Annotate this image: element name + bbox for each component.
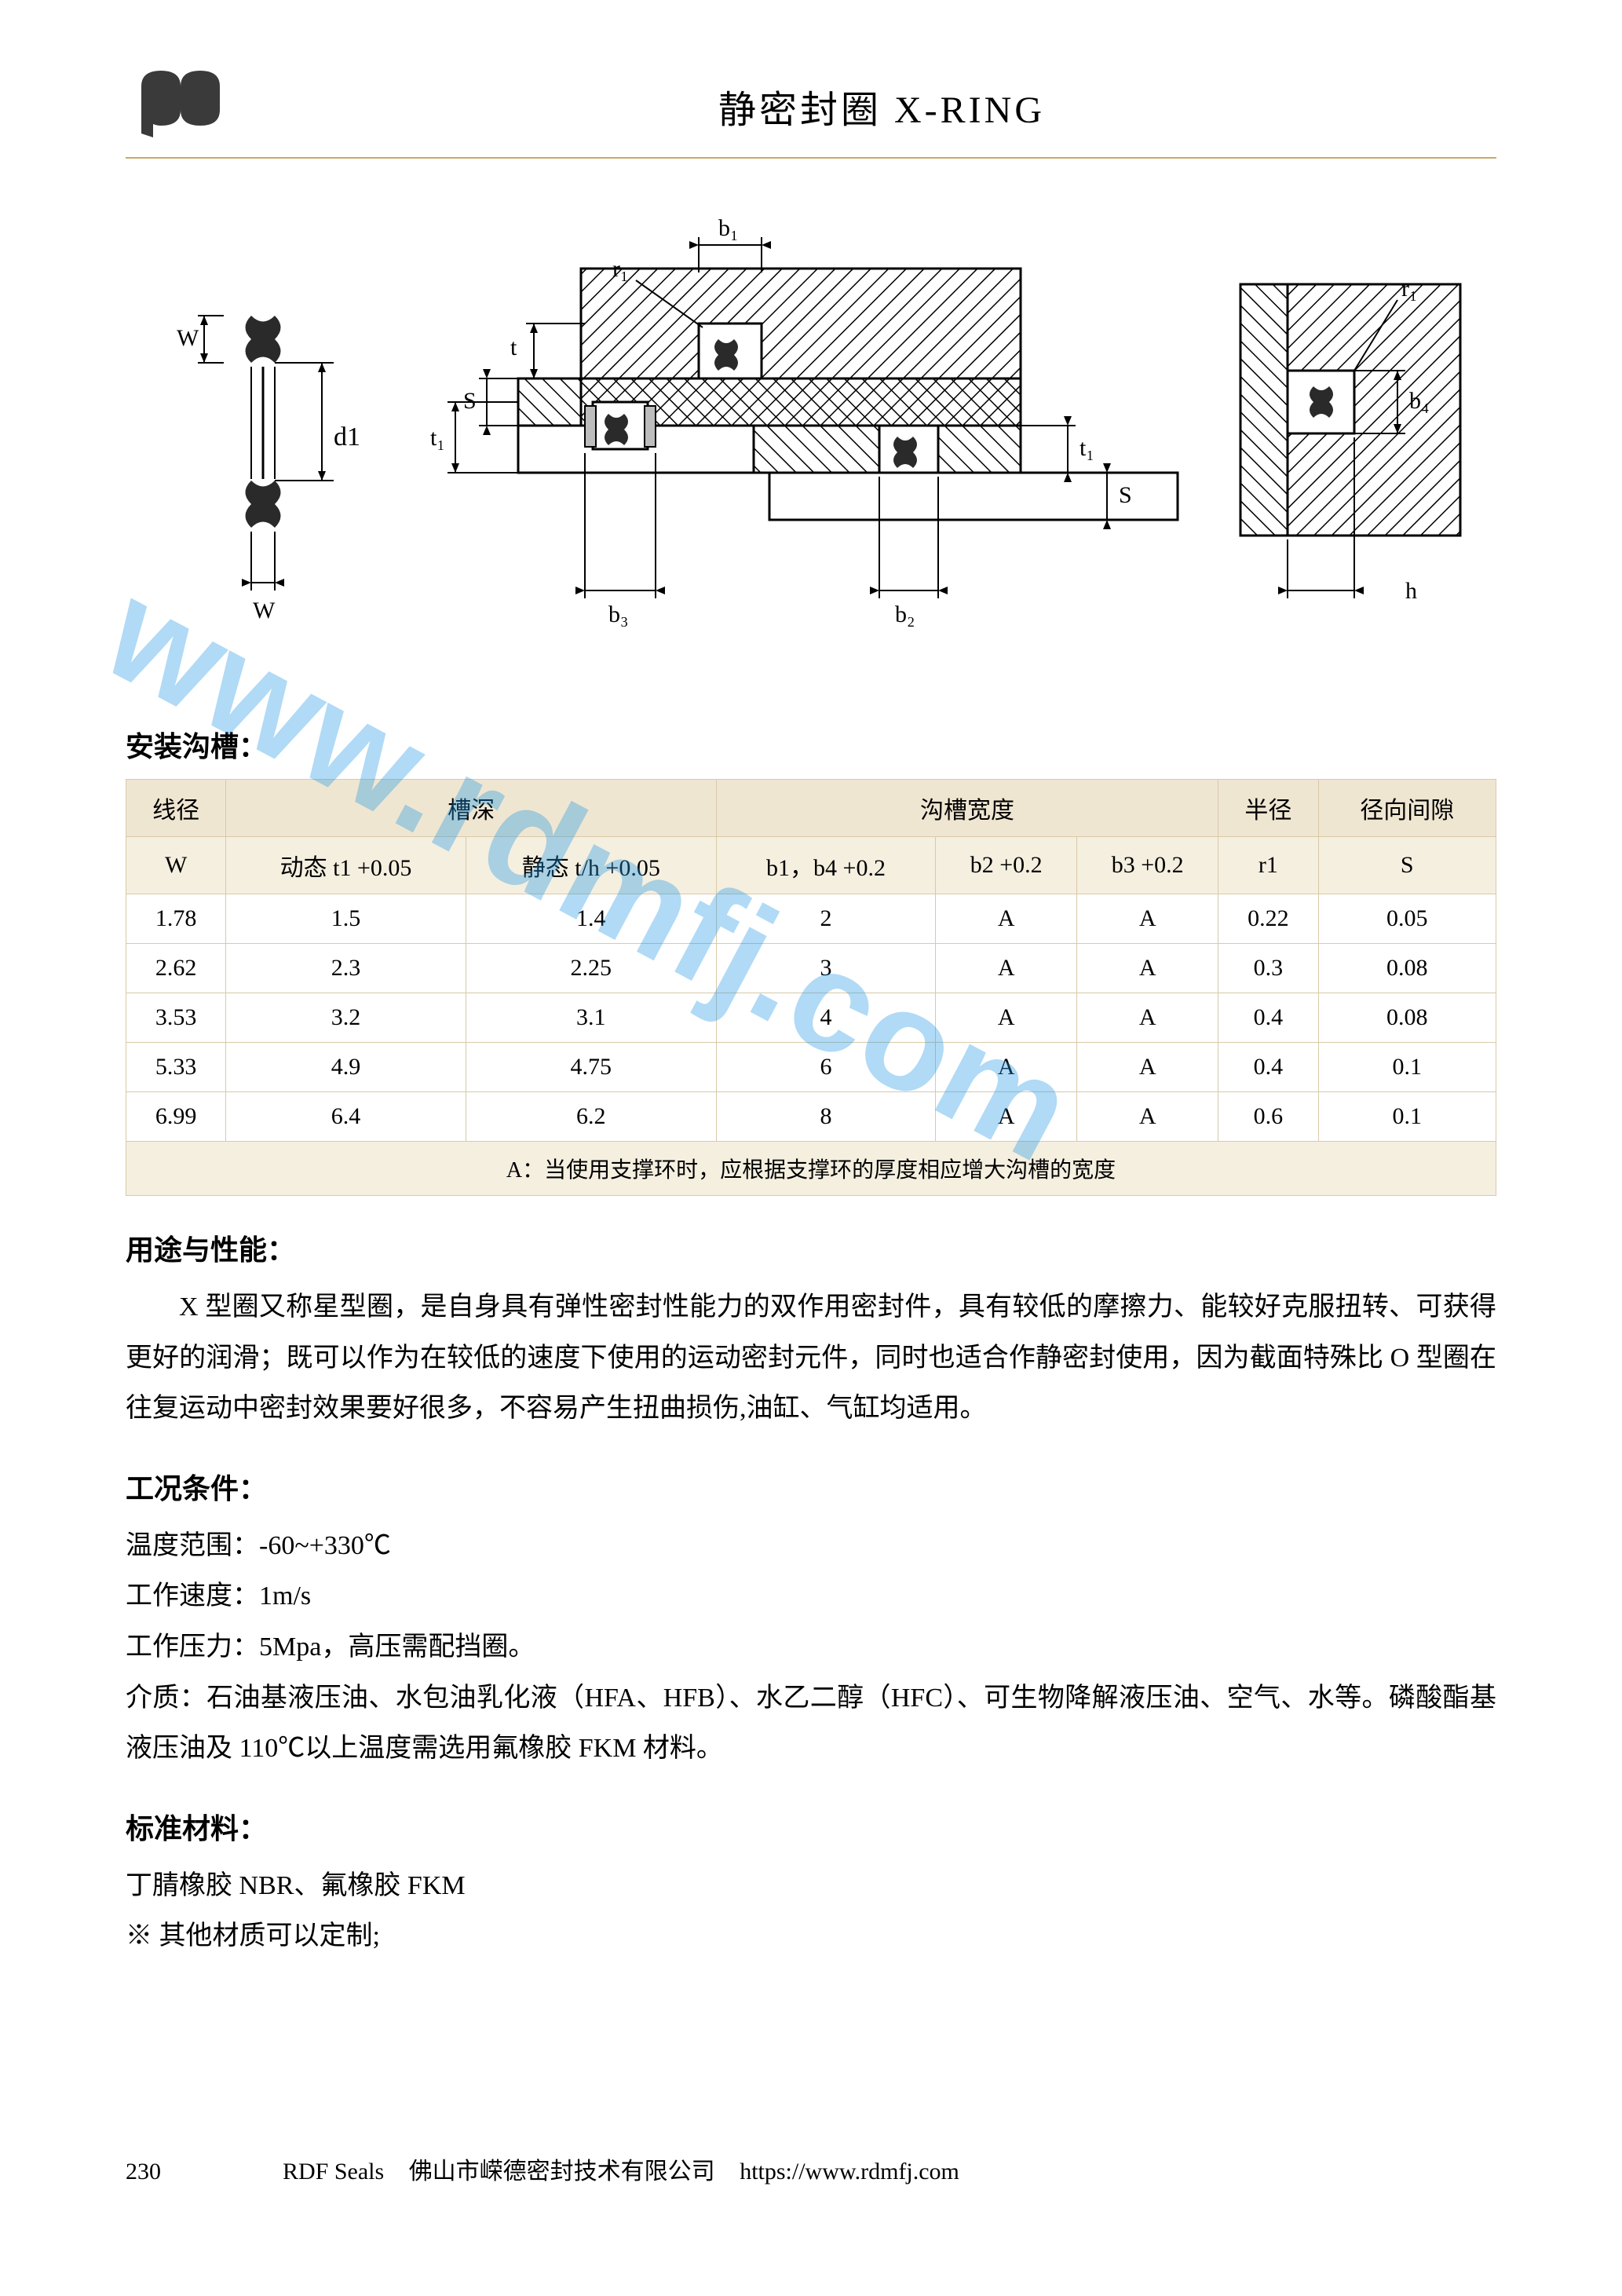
header-divider bbox=[126, 157, 1496, 159]
dim-S-right: S bbox=[1119, 482, 1132, 508]
dim-b4: b₄ bbox=[1409, 388, 1429, 414]
dim-h: h bbox=[1405, 578, 1417, 604]
table-footnote: A：当使用支撑环时，应根据支撑环的厚度相应增大沟槽的宽度 bbox=[126, 1142, 1496, 1196]
table-row: 6.996.46.28AA0.60.1 bbox=[126, 1092, 1496, 1142]
table-cell: 1.5 bbox=[226, 894, 466, 944]
dim-S-left: S bbox=[463, 388, 477, 414]
page-number: 230 bbox=[126, 2159, 204, 2185]
table-row: 1.781.51.42AA0.220.05 bbox=[126, 894, 1496, 944]
th-radius: 半径 bbox=[1218, 780, 1318, 837]
footer-company: 佛山市嵘德密封技术有限公司 bbox=[409, 2159, 715, 2184]
dim-b1: b₁ bbox=[718, 215, 738, 241]
table-cell: 5.33 bbox=[126, 1043, 226, 1092]
table-cell: 3 bbox=[716, 944, 935, 993]
page-footer: 230 RDF Seals 佛山市嵘德密封技术有限公司 https://www.… bbox=[126, 2152, 1496, 2186]
table-cell: 4 bbox=[716, 993, 935, 1043]
groove-diagram: W d1 W bbox=[126, 190, 1496, 693]
conditions-line: 介质：石油基液压油、水包油乳化液（HFA、HFB）、水乙二醇（HFC）、可生物降… bbox=[126, 1673, 1496, 1775]
table-cell: 0.3 bbox=[1218, 944, 1318, 993]
dim-d1: d1 bbox=[334, 422, 360, 452]
materials-heading: 标准材料： bbox=[126, 1806, 1496, 1847]
page-title: 静密封圈 X-RING bbox=[267, 63, 1496, 133]
table-row: 3.533.23.14AA0.40.08 bbox=[126, 993, 1496, 1043]
table-header-row2: W 动态 t1 +0.05 静态 t/h +0.05 b1，b4 +0.2 b2… bbox=[126, 837, 1496, 894]
table-cell: A bbox=[1077, 1092, 1218, 1142]
table-header-row1: 线径 槽深 沟槽宽度 半径 径向间隙 bbox=[126, 780, 1496, 837]
usage-heading: 用途与性能： bbox=[126, 1227, 1496, 1268]
table-cell: 2 bbox=[716, 894, 935, 944]
table-cell: A bbox=[1077, 1043, 1218, 1092]
table-cell: 6.2 bbox=[466, 1092, 716, 1142]
dim-r1-left: r₁ bbox=[612, 256, 628, 282]
conditions-text: 温度范围：-60~+330℃工作速度：1m/s工作压力：5Mpa，高压需配挡圈。… bbox=[126, 1521, 1496, 1775]
th-width: 沟槽宽度 bbox=[716, 780, 1218, 837]
table-cell: A bbox=[936, 1092, 1077, 1142]
table-cell: 0.08 bbox=[1318, 944, 1496, 993]
footer-brand: RDF Seals bbox=[283, 2159, 384, 2184]
th-depth: 槽深 bbox=[226, 780, 717, 837]
th-gap: 径向间隙 bbox=[1318, 780, 1496, 837]
materials-line: 丁腈橡胶 NBR、氟橡胶 FKM bbox=[126, 1861, 1496, 1912]
table-cell: 2.62 bbox=[126, 944, 226, 993]
table-cell: 4.9 bbox=[226, 1043, 466, 1092]
table-row: 5.334.94.756AA0.40.1 bbox=[126, 1043, 1496, 1092]
conditions-line: 工作速度：1m/s bbox=[126, 1571, 1496, 1622]
table-cell: 1.78 bbox=[126, 894, 226, 944]
table-cell: 2.25 bbox=[466, 944, 716, 993]
groove-spec-table: 线径 槽深 沟槽宽度 半径 径向间隙 W 动态 t1 +0.05 静态 t/h … bbox=[126, 779, 1496, 1196]
table-cell: 3.53 bbox=[126, 993, 226, 1043]
dim-b2: b₂ bbox=[895, 601, 915, 627]
xring-profile-icon bbox=[126, 63, 236, 141]
table-cell: 6.4 bbox=[226, 1092, 466, 1142]
dim-W-vert: W bbox=[177, 325, 199, 351]
table-cell: 0.6 bbox=[1218, 1092, 1318, 1142]
table-cell: 2.3 bbox=[226, 944, 466, 993]
page-header: 静密封圈 X-RING bbox=[126, 63, 1496, 141]
table-cell: 8 bbox=[716, 1092, 935, 1142]
table-cell: 6 bbox=[716, 1043, 935, 1092]
conditions-heading: 工况条件： bbox=[126, 1466, 1496, 1507]
table-cell: A bbox=[1077, 894, 1218, 944]
table-footnote-row: A：当使用支撑环时，应根据支撑环的厚度相应增大沟槽的宽度 bbox=[126, 1142, 1496, 1196]
dim-t1-left: t₁ bbox=[430, 425, 445, 451]
table-cell: A bbox=[1077, 944, 1218, 993]
table-cell: 0.1 bbox=[1318, 1092, 1496, 1142]
dim-b3: b₃ bbox=[608, 601, 628, 627]
table-cell: 3.1 bbox=[466, 993, 716, 1043]
table-cell: A bbox=[936, 1043, 1077, 1092]
usage-text: X 型圈又称星型圈，是自身具有弹性密封性能力的双作用密封件，具有较低的摩擦力、能… bbox=[126, 1282, 1496, 1435]
table-cell: 3.2 bbox=[226, 993, 466, 1043]
table-cell: A bbox=[936, 894, 1077, 944]
table-cell: A bbox=[936, 944, 1077, 993]
dim-W-horiz: W bbox=[253, 598, 276, 623]
table-cell: 0.4 bbox=[1218, 1043, 1318, 1092]
conditions-line: 温度范围：-60~+330℃ bbox=[126, 1521, 1496, 1572]
footer-url: https://www.rdmfj.com bbox=[740, 2159, 959, 2184]
table-cell: 0.4 bbox=[1218, 993, 1318, 1043]
materials-text: 丁腈橡胶 NBR、氟橡胶 FKM※ 其他材质可以定制; bbox=[126, 1861, 1496, 1962]
table-cell: A bbox=[936, 993, 1077, 1043]
table-row: 2.622.32.253AA0.30.08 bbox=[126, 944, 1496, 993]
table-cell: A bbox=[1077, 993, 1218, 1043]
table-cell: 0.05 bbox=[1318, 894, 1496, 944]
groove-heading: 安装沟槽： bbox=[126, 724, 1496, 765]
table-cell: 4.75 bbox=[466, 1043, 716, 1092]
dim-t: t bbox=[510, 335, 517, 360]
table-cell: 0.08 bbox=[1318, 993, 1496, 1043]
table-cell: 6.99 bbox=[126, 1092, 226, 1142]
table-cell: 0.22 bbox=[1218, 894, 1318, 944]
th-w: 线径 bbox=[126, 780, 226, 837]
materials-line: ※ 其他材质可以定制; bbox=[126, 1911, 1496, 1962]
conditions-line: 工作压力：5Mpa，高压需配挡圈。 bbox=[126, 1622, 1496, 1673]
dim-t1-right: t₁ bbox=[1080, 435, 1094, 461]
dim-r1-right: r₁ bbox=[1401, 276, 1417, 302]
table-cell: 1.4 bbox=[466, 894, 716, 944]
table-cell: 0.1 bbox=[1318, 1043, 1496, 1092]
